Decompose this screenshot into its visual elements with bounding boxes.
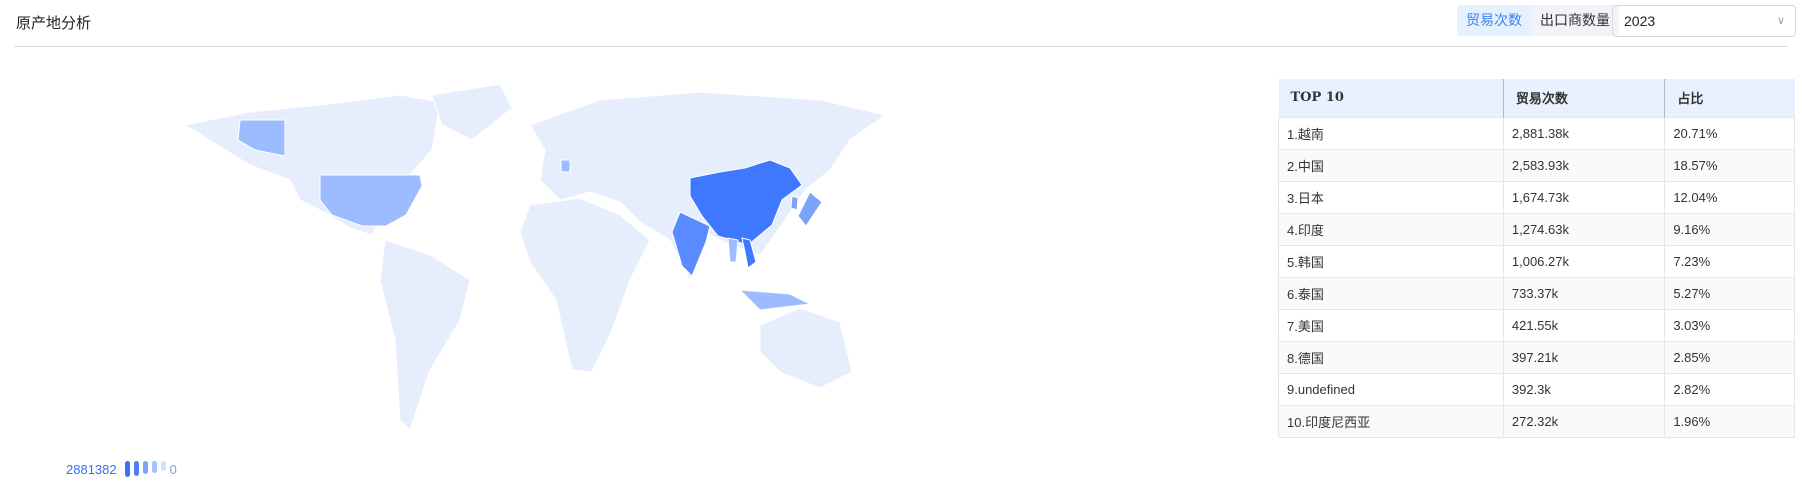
- table-row: 8.德国 397.21k 2.85%: [1278, 340, 1795, 374]
- metric-toggle: 贸易次数 出口商数量: [1457, 5, 1619, 36]
- cell-country: 5.韩国: [1278, 244, 1504, 278]
- table-row: 7.美国 421.55k 3.03%: [1278, 308, 1795, 342]
- table-row: 2.中国 2,583.93k 18.57%: [1278, 148, 1795, 182]
- cell-trade-count: 733.37k: [1502, 276, 1666, 310]
- header-ratio: 占比: [1664, 79, 1795, 117]
- africa: [519, 197, 651, 373]
- cell-ratio: 2.85%: [1664, 340, 1795, 374]
- year-value: 2023: [1624, 13, 1656, 29]
- cell-trade-count: 392.3k: [1502, 372, 1666, 406]
- cell-ratio: 20.71%: [1664, 116, 1795, 150]
- country-vietnam: [741, 237, 757, 269]
- cell-ratio: 12.04%: [1664, 180, 1795, 214]
- south-america: [379, 239, 471, 431]
- cell-ratio: 18.57%: [1664, 148, 1795, 182]
- cell-trade-count: 2,583.93k: [1502, 148, 1666, 182]
- country-germany: [560, 159, 571, 173]
- country-indonesia: [738, 289, 812, 311]
- greenland: [431, 83, 513, 141]
- year-select[interactable]: 2023 ∨: [1612, 5, 1796, 37]
- country-thailand: [727, 237, 739, 263]
- tab-exporter-count[interactable]: 出口商数量: [1540, 12, 1610, 28]
- cell-trade-count: 2,881.38k: [1502, 116, 1666, 150]
- country-usa: [319, 174, 423, 227]
- legend-bar[interactable]: [124, 461, 130, 477]
- table-row: 1.越南 2,881.38k 20.71%: [1278, 116, 1795, 150]
- cell-country: 8.德国: [1278, 340, 1504, 374]
- cell-trade-count: 397.21k: [1502, 340, 1666, 374]
- cell-country: 6.泰国: [1278, 276, 1504, 310]
- cell-country: 2.中国: [1278, 148, 1504, 182]
- table-row: 9.undefined 392.3k 2.82%: [1278, 372, 1795, 406]
- cell-trade-count: 1,674.73k: [1502, 180, 1666, 214]
- cell-trade-count: 272.32k: [1502, 404, 1666, 438]
- country-india: [671, 211, 711, 277]
- top10-table: TOP 10 贸易次数 占比 1.越南 2,881.38k 20.71% 2.中国 2,…: [1278, 79, 1795, 438]
- table-row: 4.印度 1,274.63k 9.16%: [1278, 212, 1795, 246]
- legend-bar[interactable]: [160, 461, 166, 471]
- legend-bar[interactable]: [151, 461, 157, 473]
- cell-country: 10.印度尼西亚: [1278, 404, 1504, 438]
- legend-min: 0: [169, 461, 177, 477]
- table-row: 5.韩国 1,006.27k 7.23%: [1278, 244, 1795, 278]
- country-alaska: [237, 119, 286, 157]
- cell-trade-count: 421.55k: [1502, 308, 1666, 342]
- page-title: 原产地分析: [16, 15, 92, 32]
- tab-trade-count[interactable]: 贸易次数: [1457, 5, 1531, 36]
- chevron-down-icon: ∨: [1776, 15, 1785, 27]
- australia: [759, 307, 853, 389]
- cell-ratio: 5.27%: [1664, 276, 1795, 310]
- cell-ratio: 7.23%: [1664, 244, 1795, 278]
- table-row: 6.泰国 733.37k 5.27%: [1278, 276, 1795, 310]
- country-korea: [790, 195, 799, 211]
- divider: [14, 46, 1788, 47]
- header-trade-count: 贸易次数: [1502, 79, 1665, 117]
- cell-country: 1.越南: [1278, 116, 1504, 150]
- table-row: 3.日本 1,674.73k 12.04%: [1278, 180, 1795, 214]
- cell-country: 3.日本: [1278, 180, 1504, 214]
- cell-ratio: 2.82%: [1664, 372, 1795, 406]
- legend-max: 2881382: [66, 461, 117, 477]
- cell-country: 7.美国: [1278, 308, 1504, 342]
- table-row: 10.印度尼西亚 272.32k 1.96%: [1278, 404, 1795, 438]
- cell-country: 4.印度: [1278, 212, 1504, 246]
- visual-map-legend[interactable]: 2881382 0: [66, 461, 177, 477]
- cell-ratio: 3.03%: [1664, 308, 1795, 342]
- cell-trade-count: 1,274.63k: [1502, 212, 1666, 246]
- cell-country: 9.undefined: [1278, 372, 1504, 406]
- legend-bar[interactable]: [133, 461, 139, 476]
- country-china: [689, 159, 803, 246]
- legend-bar[interactable]: [142, 461, 148, 474]
- cell-ratio: 9.16%: [1664, 212, 1795, 246]
- country-japan: [797, 191, 823, 227]
- header-top10: TOP 10: [1278, 79, 1504, 117]
- cell-ratio: 1.96%: [1664, 404, 1795, 438]
- world-map[interactable]: [0, 0, 1000, 489]
- cell-trade-count: 1,006.27k: [1502, 244, 1666, 278]
